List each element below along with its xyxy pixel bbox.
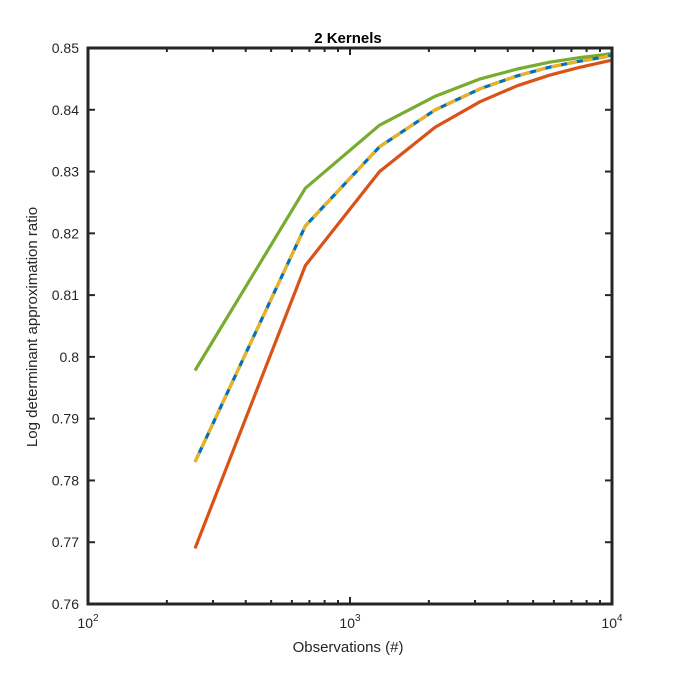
y-tick-label: 0.8: [60, 349, 80, 365]
y-axis-label: Log determinant approximation ratio: [24, 207, 41, 447]
y-tick-label: 0.77: [52, 534, 79, 550]
y-tick-label: 0.78: [52, 472, 79, 488]
x-tick-label: 104: [601, 613, 623, 631]
y-tick-label: 0.82: [52, 225, 79, 241]
x-axis-label: Observations (#): [293, 639, 404, 656]
x-tick-label: 102: [77, 613, 99, 631]
y-tick-label: 0.76: [52, 596, 79, 612]
series-line-3: [193, 53, 611, 463]
chart-title: 2 Kernels: [314, 30, 382, 47]
y-tick-label: 0.81: [52, 287, 79, 303]
x-tick-label: 103: [339, 613, 361, 631]
y-tick-label: 0.83: [52, 164, 79, 180]
series-line-1: [193, 52, 611, 372]
y-tick-label: 0.79: [52, 411, 79, 427]
series-line-4: [193, 58, 611, 549]
y-tick-label: 0.84: [52, 102, 79, 118]
y-tick-label: 0.85: [52, 40, 79, 56]
plot-area: 0.76 0.77 0.78 0.79 0.8 0.81 0.82 0.83 0.84 0.85 1…: [52, 40, 623, 631]
